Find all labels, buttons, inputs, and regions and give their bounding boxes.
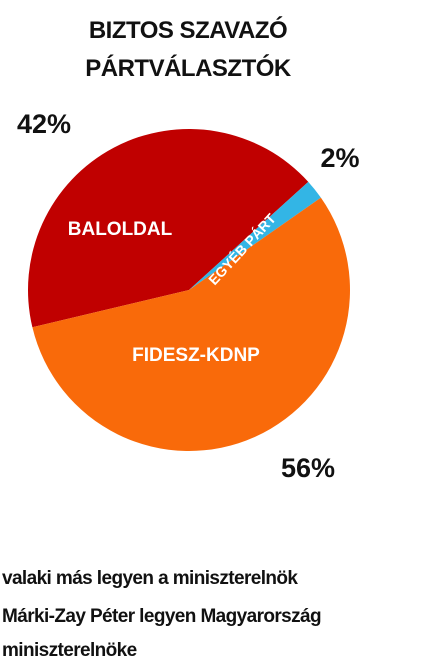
legend-entry: Márki-Zay Péter legyen Magyarország mini… (2, 606, 322, 661)
slice-label: BALOLDAL (68, 219, 173, 240)
chart-title: BIZTOS SZAVAZÓ PÁRTVÁLASZTÓK (85, 17, 291, 82)
pie-slice (28, 128, 309, 328)
slice-label: FIDESZ-KDNP (132, 345, 260, 366)
pie-slice (189, 181, 321, 290)
value-label: 2% (320, 143, 359, 173)
value-label: 56% (281, 453, 335, 483)
pie-slice (32, 197, 350, 451)
legend-entry: valaki más legyen a miniszterelnök (2, 568, 298, 589)
value-label: 42% (17, 109, 71, 139)
